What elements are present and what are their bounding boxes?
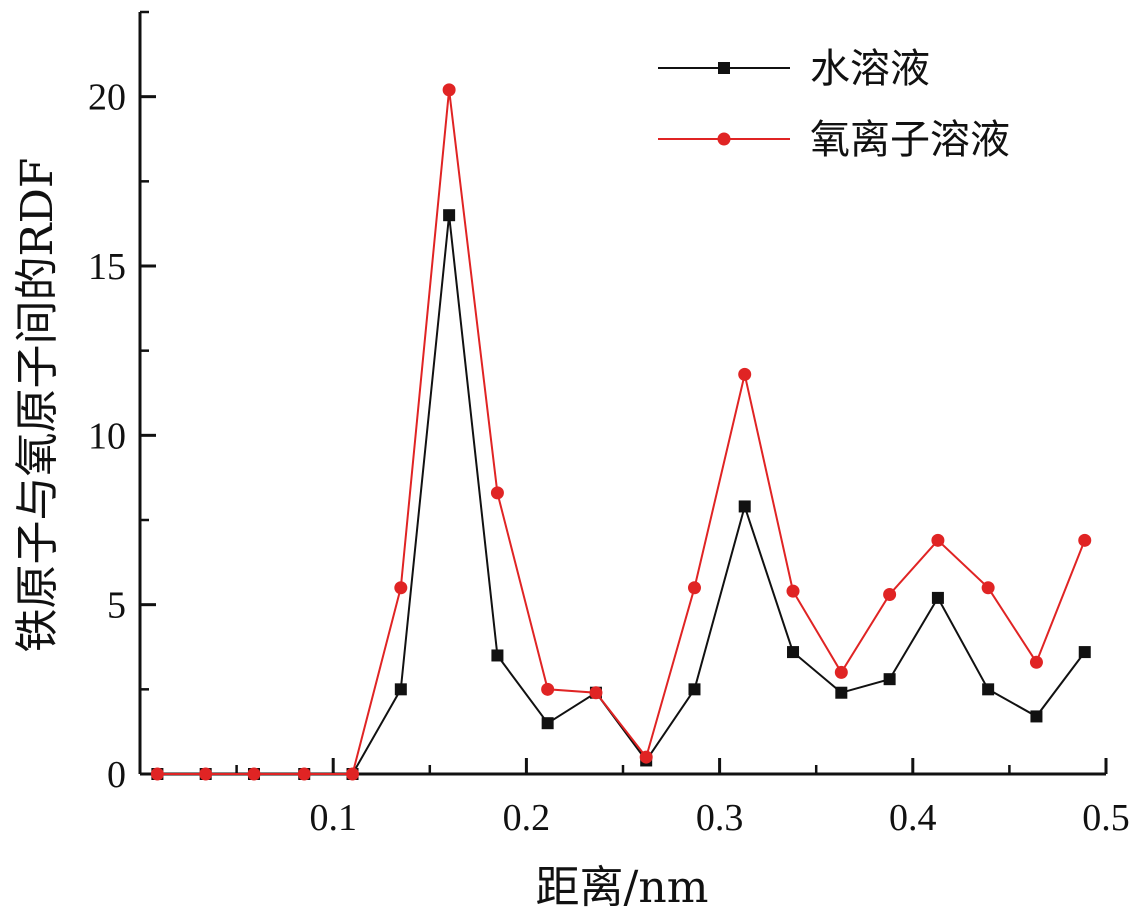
data-point-square [738,500,751,513]
axes: 0 5 10 15 20 0.1 0.2 0.3 0.4 0.5 [88,10,1130,839]
legend-label: 水溶液 [810,46,930,92]
x-tick-label: 0.1 [309,797,357,839]
legend-item-1: 水溶液 [658,46,930,92]
x-tick-label: 0.3 [696,797,744,839]
x-tick-label: 0.4 [889,797,937,839]
data-point-circle [738,367,752,381]
data-point-circle [150,767,164,781]
data-point-circle [931,533,945,547]
data-point-circle [981,581,995,595]
data-point-circle [834,665,848,679]
y-tick-label: 0 [107,754,126,796]
data-point-circle [442,83,456,97]
y-tick-label: 20 [88,77,126,119]
data-point-square [883,673,896,686]
data-point-square [835,686,848,699]
legend-label: 氧离子溶液 [810,117,1010,163]
data-point-circle [589,686,603,700]
data-point-circle [199,767,213,781]
data-point-circle [297,767,311,781]
data-point-circle [346,767,360,781]
series-1 [151,209,1091,780]
series-layer [150,83,1092,781]
data-point-square [787,646,800,659]
data-point-circle [1029,655,1043,669]
series-line [157,215,1086,775]
data-point-circle [394,581,408,595]
legend-marker-square [718,62,730,74]
data-point-circle [247,767,261,781]
x-axis-label: 距离/nm [536,862,709,913]
data-point-square [1078,646,1091,659]
y-tick-label: 5 [107,585,126,627]
data-point-square [443,209,456,222]
data-point-square [491,649,504,662]
y-tick-label: 15 [88,246,126,288]
data-point-square [1030,710,1043,723]
y-tick-label: 10 [88,415,126,457]
data-point-square [982,683,995,696]
data-point-circle [541,682,555,696]
data-point-square [688,683,701,696]
data-point-circle [490,486,504,500]
data-point-square [394,683,407,696]
series-2 [150,83,1092,781]
data-point-circle [1078,533,1092,547]
legend-item-2: 氧离子溶液 [658,117,1010,163]
data-point-square [931,591,944,604]
series-line [157,89,1086,775]
data-point-circle [639,750,653,764]
x-tick-label: 0.2 [503,797,551,839]
data-point-circle [786,584,800,598]
x-tick-label: 0.5 [1082,797,1130,839]
data-point-circle [687,581,701,595]
data-point-square [541,717,554,730]
y-axis-label: 铁原子与氧原子间的RDF [12,158,63,653]
legend-marker-circle [717,132,731,146]
data-point-circle [883,588,897,602]
